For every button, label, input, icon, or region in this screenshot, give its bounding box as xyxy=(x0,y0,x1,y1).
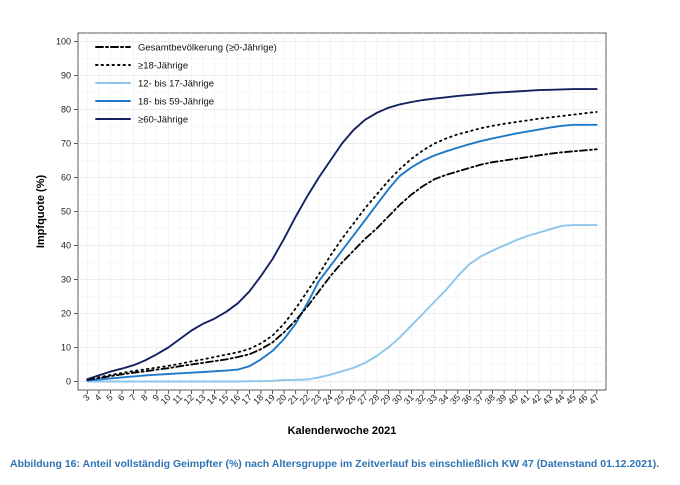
legend-label: Gesamtbevölkerung (≥0-Jährige) xyxy=(138,43,277,54)
series-line-4 xyxy=(86,88,598,381)
y-axis-ticks: 0 10 20 30 40 50 60 70 80 90 100 xyxy=(56,37,78,387)
x-axis-title: Kalenderwoche 2021 xyxy=(288,425,397,437)
legend: Gesamtbevölkerung (≥0-Jährige) ≥18-Jährig… xyxy=(95,43,277,126)
gridlines xyxy=(78,33,606,390)
x-tick-label: 3 xyxy=(81,392,92,403)
figure-caption: Abbildung 16: Anteil vollständig Geimpft… xyxy=(10,458,660,470)
y-tick-label: 10 xyxy=(61,343,71,353)
y-tick-label: 0 xyxy=(66,377,71,387)
y-tick-label: 80 xyxy=(61,105,71,115)
x-tick-label: 8 xyxy=(139,392,150,403)
legend-label: ≥60-Jährige xyxy=(138,115,188,126)
x-tick-label: 9 xyxy=(151,392,162,403)
vaccination-rate-chart: 0 10 20 30 40 50 60 70 80 90 100 3 4 5 6 7 8 91011121314… xyxy=(35,32,607,437)
x-axis-ticks: 3 4 5 6 7 8 9101112131415161718192021222324252… xyxy=(81,390,601,406)
y-axis-title: Impfquote (%) xyxy=(35,175,47,249)
legend-label: ≥18-Jährige xyxy=(138,61,188,72)
y-tick-label: 50 xyxy=(61,207,71,217)
series-line-3 xyxy=(86,123,598,382)
y-tick-label: 20 xyxy=(61,309,71,319)
y-tick-label: 30 xyxy=(61,275,71,285)
series-line-2 xyxy=(86,224,598,383)
legend-label: 12- bis 17-Jährige xyxy=(138,79,214,90)
y-tick-label: 100 xyxy=(56,37,71,47)
x-tick-label: 5 xyxy=(104,392,115,403)
y-tick-label: 40 xyxy=(61,241,71,251)
legend-label: 18- bis 59-Jährige xyxy=(138,97,214,108)
series-line-0 xyxy=(86,148,598,381)
series-lines xyxy=(86,88,598,383)
y-tick-label: 90 xyxy=(61,71,71,81)
x-tick-label: 6 xyxy=(116,392,127,403)
y-tick-label: 60 xyxy=(61,173,71,183)
y-tick-label: 70 xyxy=(61,139,71,149)
x-tick-label: 7 xyxy=(127,392,138,403)
x-tick-label: 47 xyxy=(587,392,601,406)
x-tick-label: 4 xyxy=(93,392,104,403)
